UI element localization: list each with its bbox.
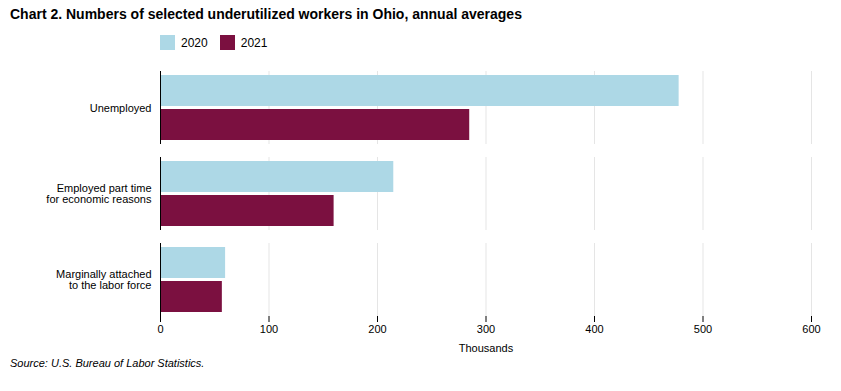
svg-text:100: 100	[260, 323, 278, 335]
html-text:Source: U.S. Bureau of Labor S: Source: U.S. Bureau of Labor Statistics.	[10, 357, 205, 369]
svg-text:Thousands: Thousands	[459, 342, 514, 354]
svg-text:400: 400	[585, 323, 603, 335]
html-text:2021: 2021	[240, 35, 268, 50]
svg-text:0: 0	[157, 323, 163, 335]
svg-text:Employed part timefor economic: Employed part timefor economic reasons	[46, 182, 152, 205]
svg-text:Unemployed: Unemployed	[90, 102, 152, 114]
svg-text:500: 500	[694, 323, 712, 335]
svg-text:200: 200	[368, 323, 386, 335]
svg-text:Marginally attachedto the labo: Marginally attachedto the labor force	[56, 268, 151, 291]
html-text:2020: 2020	[181, 35, 208, 50]
svg-text:300: 300	[477, 323, 495, 335]
svg-text:600: 600	[802, 323, 820, 335]
html-text:Chart 2. Numbers of selected u: Chart 2. Numbers of selected underutiliz…	[10, 6, 522, 22]
